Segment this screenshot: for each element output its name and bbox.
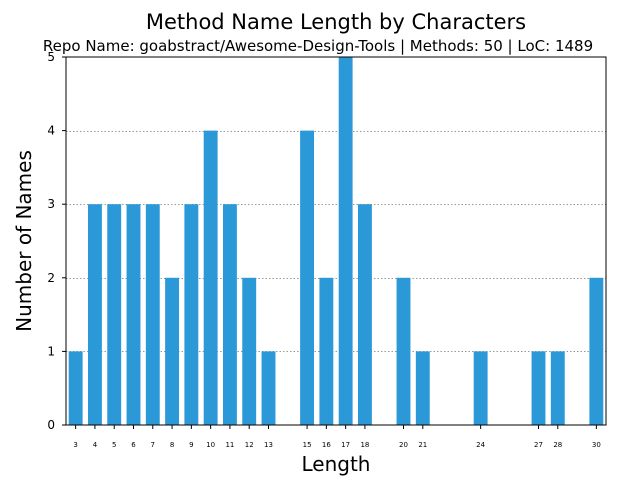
x-tick-label: 30 — [592, 441, 601, 449]
x-tick-label: 8 — [170, 441, 174, 449]
bar — [165, 277, 180, 425]
bar — [338, 57, 353, 425]
bar — [357, 204, 372, 425]
x-axis-ticks: 3 4 5 6 7 8 9 10 11 12 13 15 16 17 18 20 21 24 27 28 30 — [73, 425, 601, 449]
bar — [145, 204, 160, 425]
x-tick-label: 16 — [322, 441, 331, 449]
y-tick-label: 0 — [47, 418, 55, 432]
x-tick-label: 3 — [73, 441, 77, 449]
x-tick-label: 12 — [245, 441, 254, 449]
grid-lines — [66, 131, 606, 352]
chart-title: Method Name Length by Characters — [146, 10, 526, 34]
bar — [184, 204, 199, 425]
bar — [107, 204, 122, 425]
y-tick-label: 1 — [47, 344, 55, 358]
bar — [473, 351, 488, 425]
x-tick-label: 27 — [534, 441, 543, 449]
y-tick-label: 5 — [47, 50, 55, 64]
x-tick-label: 17 — [341, 441, 350, 449]
bar — [396, 277, 411, 425]
bars — [68, 57, 604, 425]
x-tick-label: 18 — [360, 441, 369, 449]
x-tick-label: 7 — [151, 441, 155, 449]
x-tick-label: 5 — [112, 441, 116, 449]
bar — [242, 277, 257, 425]
y-tick-label: 2 — [47, 271, 55, 285]
x-tick-label: 20 — [399, 441, 408, 449]
x-tick-label: 21 — [418, 441, 427, 449]
x-tick-label: 13 — [264, 441, 273, 449]
y-tick-label: 4 — [47, 124, 55, 138]
x-tick-label: 15 — [303, 441, 312, 449]
x-tick-label: 9 — [189, 441, 193, 449]
bar — [550, 351, 565, 425]
y-tick-label: 3 — [47, 197, 55, 211]
bar — [589, 277, 604, 425]
plot-frame — [65, 56, 607, 426]
bar — [531, 351, 546, 425]
bar — [319, 277, 334, 425]
x-tick-label: 4 — [93, 441, 98, 449]
bar — [261, 351, 276, 425]
y-axis-label: Number of Names — [12, 150, 36, 332]
x-tick-label: 6 — [131, 441, 136, 449]
x-tick-label: 11 — [225, 441, 234, 449]
x-tick-label: 24 — [476, 441, 485, 449]
x-tick-label: 10 — [206, 441, 215, 449]
bar — [203, 130, 218, 425]
x-tick-label: 28 — [553, 441, 562, 449]
bar — [68, 351, 83, 425]
bar — [87, 204, 102, 425]
y-axis-ticks: 0 1 2 3 4 5 — [47, 50, 66, 432]
bar — [222, 204, 237, 425]
x-axis-label: Length — [302, 452, 371, 476]
chart-subtitle: Repo Name: goabstract/Awesome-Design-Too… — [43, 37, 593, 55]
bar — [300, 130, 315, 425]
bar — [126, 204, 141, 425]
bar — [415, 351, 430, 425]
